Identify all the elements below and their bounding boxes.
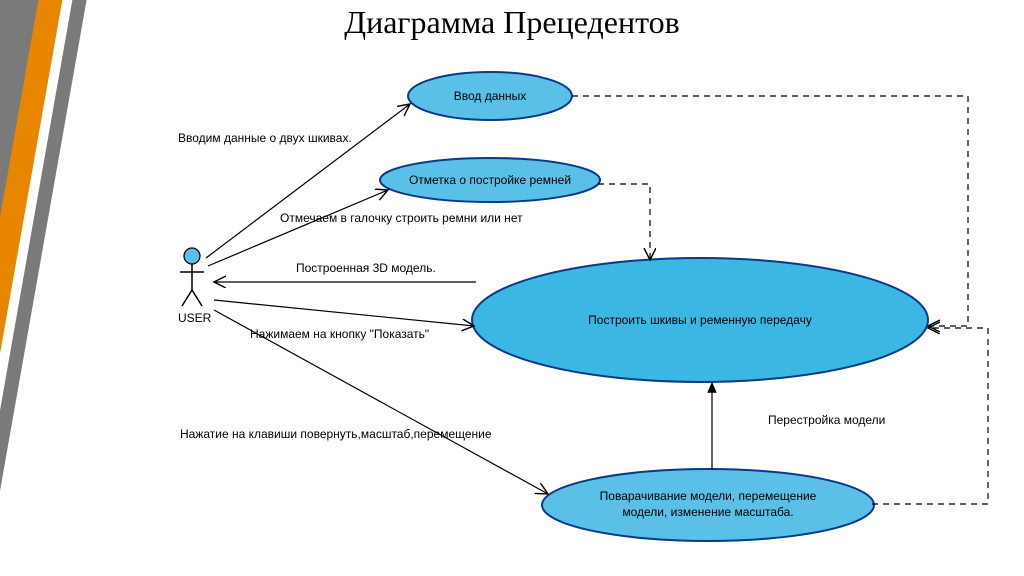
- usecase-rotate-label-line1: Поварачивание модели, перемещение: [600, 489, 817, 503]
- usecase-rotate: Поварачивание модели, перемещение модели…: [542, 469, 874, 541]
- actor-user-label: USER: [178, 311, 212, 325]
- edge-e1: [206, 104, 410, 258]
- usecase-input: Ввод данных: [408, 72, 572, 120]
- actor-user-icon: USER: [178, 248, 212, 325]
- edge-e1-label: Вводим данные о двух шкивах.: [178, 131, 352, 145]
- edge-d2: [598, 184, 650, 260]
- edge-e5-label: Нажатие на клавиши повернуть,масштаб,пер…: [180, 427, 492, 441]
- edge-e6-label: Перестройка модели: [768, 413, 885, 427]
- usecase-mark: Отметка о постройке ремней: [380, 158, 600, 202]
- edge-e4: [214, 300, 474, 326]
- edge-d3: [872, 328, 988, 504]
- usecase-mark-label: Отметка о постройке ремней: [409, 173, 571, 187]
- page-title: Диаграмма Прецедентов: [0, 4, 1024, 41]
- edge-e2-label: Отмечаем в галочку строить ремни или нет: [280, 211, 523, 225]
- edge-d1: [572, 96, 968, 326]
- edge-e2: [208, 190, 388, 266]
- usecase-diagram: Ввод данных Отметка о постройке ремней П…: [0, 0, 1024, 576]
- usecase-build-label: Построить шкивы и ременную передачу: [588, 313, 812, 327]
- edge-e5: [214, 310, 548, 494]
- usecase-input-label: Ввод данных: [454, 89, 527, 103]
- edge-e3-label: Построенная 3D модель.: [296, 261, 436, 275]
- usecase-build: Построить шкивы и ременную передачу: [472, 258, 928, 382]
- edge-e4-label: Нажимаем на кнопку "Показать": [250, 327, 429, 341]
- usecase-rotate-label-line2: модели, изменение масштаба.: [622, 505, 793, 519]
